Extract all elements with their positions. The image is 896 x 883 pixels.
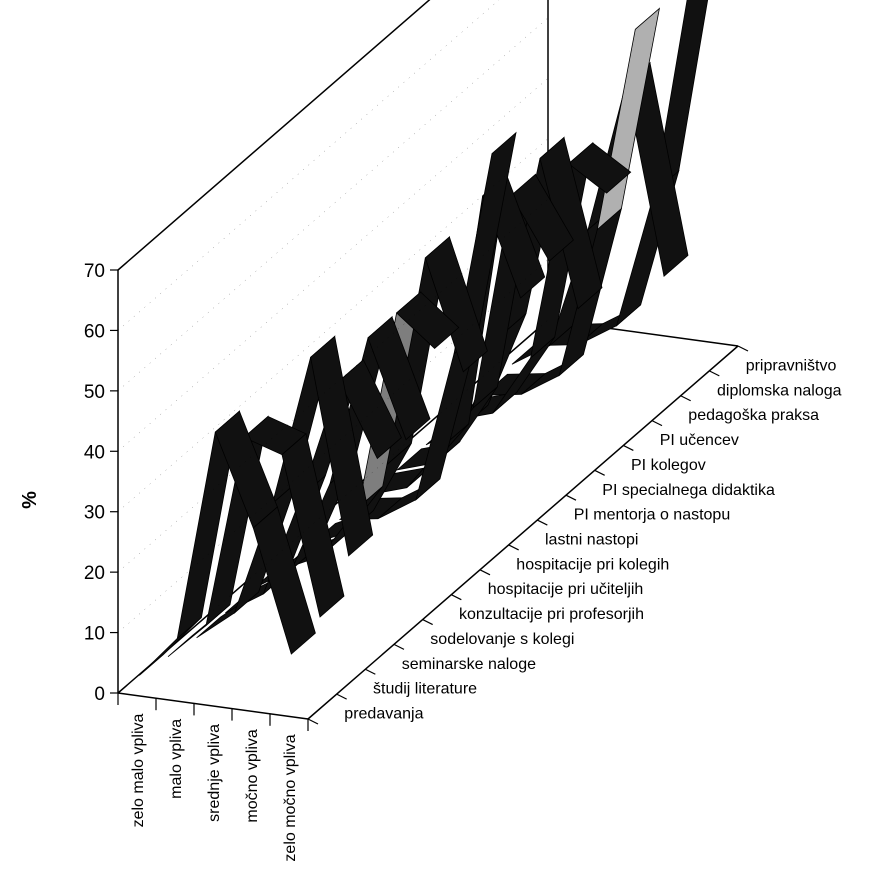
series-label: pedagoška praksa [688,407,819,424]
ribbon-segment [139,617,202,676]
series-tick-mark [537,519,548,526]
x-tick-label: zelo močno vpliva [282,734,299,861]
series-label: hospitacije pri kolegih [516,556,669,573]
y-tick-label: 20 [84,563,105,584]
series-label: pripravništvo [746,357,837,374]
series-label: študij literature [373,681,477,698]
series-tick-mark [422,618,433,626]
ribbon-segment [252,506,316,655]
y-tick-label: 70 [84,261,105,282]
series-tick-mark [680,395,691,402]
series-ribbons [139,0,709,676]
floor-front-edge [117,692,309,720]
y-tick-label: 60 [84,321,105,342]
chart-walls [117,0,739,720]
ribbon-segment [510,173,574,262]
series-label: PI specialnega didaktika [602,482,775,499]
series-label: lastni nastopi [545,532,638,549]
series-label: sodelovanje s kolegi [430,631,574,648]
series-tick-mark [307,718,319,725]
series-tick-mark [709,370,720,377]
series-tick-mark [508,544,519,551]
series-label: seminarske naloge [402,656,536,673]
series-tick-mark [565,494,577,501]
series-tick-mark [737,345,749,352]
y-axis-label: % [19,491,41,509]
ribbon-segment [396,291,460,349]
series-tick-mark [651,420,663,427]
y-tick-label: 30 [84,503,105,524]
x-tick-label: srednje vpliva [206,724,223,822]
series-label: konzultacije pri profesorjih [459,606,644,623]
series-tick-mark [479,569,491,576]
series-label: PI učencev [660,432,739,449]
x-axis: zelo malo vpliva malo vpliva srednje vpliv… [117,693,309,862]
series-tick-mark [594,469,605,476]
y-tick-label: 10 [84,624,105,645]
floor-right-edge [307,345,739,720]
series-ribbon [139,410,316,676]
series-label: hospitacije pri učiteljih [488,581,644,598]
x-tick-label: močno vpliva [244,729,261,822]
series-tick-mark [451,594,462,601]
y-tick-label: 0 [94,684,105,705]
ribbon-segment [539,136,603,310]
y-tick-label: 40 [84,442,105,463]
y-axis: 0 10 20 30 40 50 60 70 [84,0,549,705]
series-label: PI kolegov [631,457,706,474]
back-wall-top-edge [117,0,431,271]
series-tick-mark [393,643,405,650]
series-tick-mark [336,693,347,700]
series-label: predavanja [344,706,423,723]
ribbon-segment [567,142,632,194]
ribbon-segment [367,316,431,441]
series-axis: predavanja študij literature seminarske na… [307,345,842,725]
ribbon-segment [281,433,345,618]
ribbon-segment [338,359,402,460]
ribbon-segment [310,335,374,557]
series-tick-mark [365,668,376,675]
series-label: diplomska naloga [717,382,842,399]
y-tick-label: 50 [84,382,105,403]
x-tick-label: malo vpliva [168,719,185,799]
x-tick-label: zelo malo vpliva [130,713,147,827]
series-label: PI mentorja o nastopu [574,507,731,524]
series-tick-mark [623,444,634,452]
